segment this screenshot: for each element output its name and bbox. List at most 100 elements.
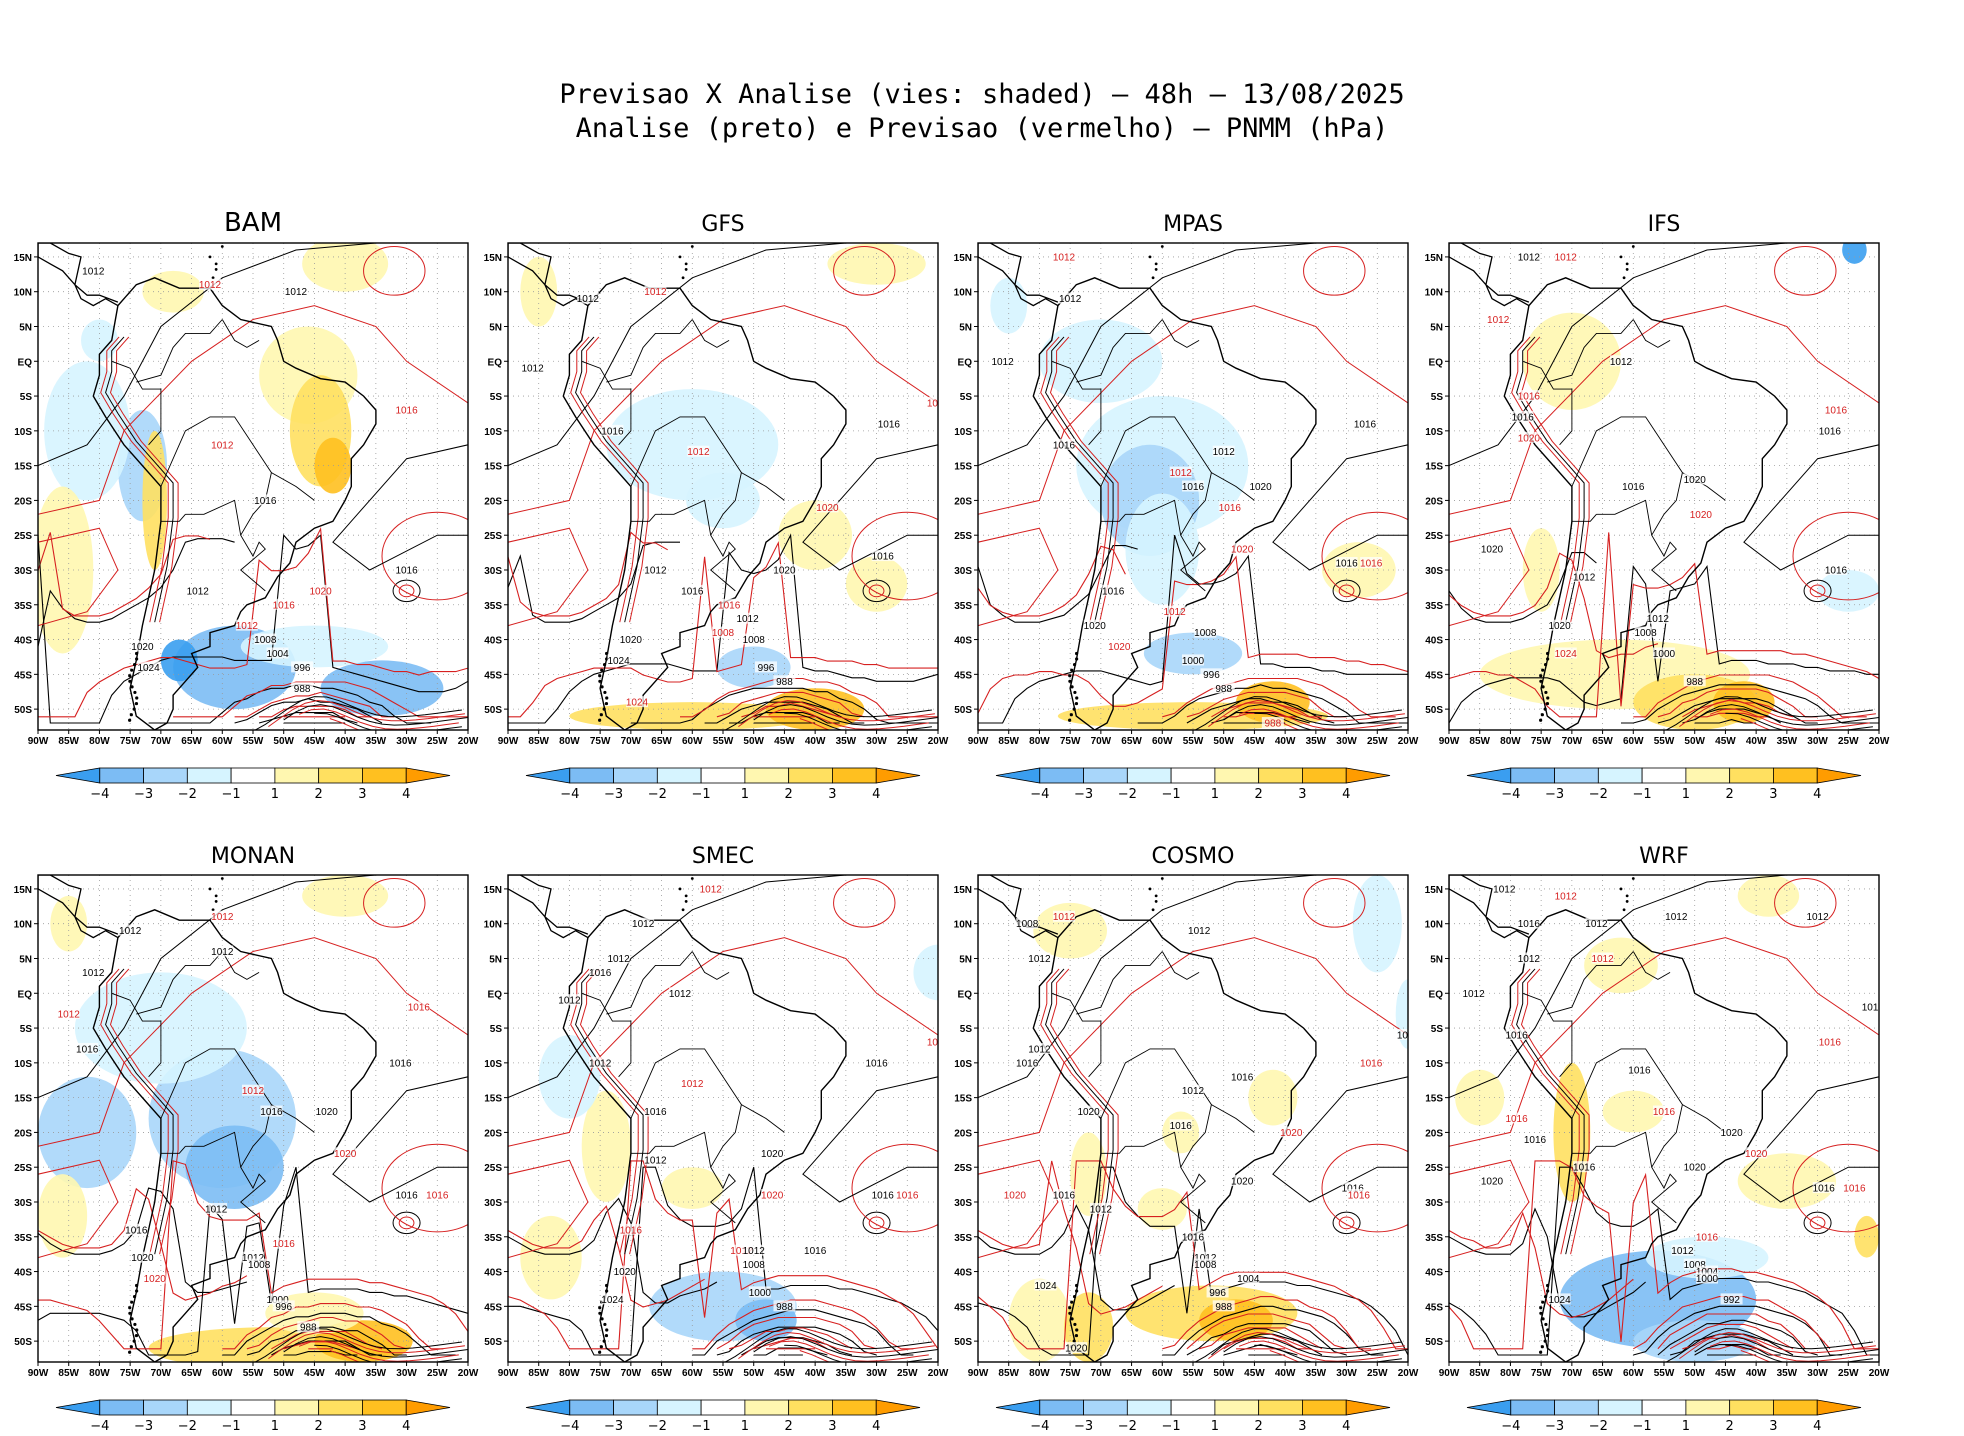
lat-tick-label: 35S: [954, 601, 972, 612]
isobar-andes: [575, 336, 644, 623]
island-dot: [128, 718, 132, 722]
contour-label: 1016: [1573, 1163, 1596, 1174]
lat-tick-label: 10N: [954, 288, 972, 299]
isobar-forecast: [271, 1330, 383, 1350]
lon-tick-label: 55W: [1654, 736, 1675, 747]
contour-label: 1012: [1610, 357, 1633, 368]
colorbar-label: 4: [402, 1419, 410, 1434]
lon-tick-label: 90W: [28, 1368, 49, 1379]
contour-label: 1016: [1843, 1184, 1866, 1195]
isobar-ring: [1774, 877, 1837, 928]
lat-tick-label: 10N: [1425, 920, 1443, 931]
lat-tick-label: 15S: [1425, 462, 1443, 473]
lon-tick-label: 75W: [590, 1368, 611, 1379]
isobar-analysis: [1694, 1344, 1781, 1356]
country-border: [630, 514, 656, 522]
island-dot: [1136, 867, 1139, 870]
contour-label: 1016: [1219, 503, 1242, 514]
lat-tick-label: 40S: [1425, 636, 1443, 647]
lon-tick-label: 85W: [998, 736, 1019, 747]
isobar-analysis: [508, 1197, 718, 1304]
bias-shading: [716, 646, 791, 689]
isobar-south: [283, 1336, 468, 1358]
country-border: [111, 992, 162, 1078]
lon-tick-label: 45W: [774, 1368, 795, 1379]
bias-shading: [320, 660, 444, 717]
isobar-south: [724, 1328, 932, 1362]
contour-label-bg: [877, 417, 900, 429]
isobar-analysis: [978, 1166, 1408, 1356]
isobar-broad: [1743, 444, 1879, 571]
country-border: [1161, 951, 1200, 980]
lon-tick-label: 80W: [1500, 1368, 1521, 1379]
lat-tick-label: 5S: [960, 392, 973, 403]
figure-title: Previsao X Analise (vies: shaded) – 48h …: [0, 78, 1964, 146]
lat-tick-label: 5N: [19, 954, 32, 965]
lat-tick-label: 50S: [484, 1337, 502, 1348]
isobar-ring: [1338, 584, 1355, 598]
lat-tick-label: 15N: [14, 253, 32, 264]
island-dot: [1073, 690, 1077, 695]
colorbar-label: −2: [1589, 1419, 1608, 1434]
colorbar-label: −4: [90, 787, 109, 802]
contour-label: 1012: [1806, 912, 1829, 923]
colorbar-segment: [143, 767, 188, 784]
panel-title: SMEC: [692, 844, 754, 869]
isobar-south: [1223, 704, 1408, 726]
lat-tick-label: 30S: [1425, 1198, 1443, 1209]
lat-tick-label: 25S: [484, 531, 502, 542]
lat-tick-label: 30S: [14, 566, 32, 577]
isobar-south: [268, 1331, 465, 1360]
contour-label-bg: [1206, 1286, 1229, 1298]
contour-label: 1000: [1653, 649, 1676, 660]
country-border: [1076, 319, 1163, 383]
island-dot: [1072, 663, 1077, 667]
contour-label-bg: [1671, 1244, 1694, 1256]
colorbar-segment: [1126, 1399, 1172, 1416]
colorbar: −4 −3 −2 −1 1 2 3 4: [525, 767, 921, 802]
island-dot: [602, 663, 607, 667]
contour-label-bg: [1517, 390, 1540, 402]
contour-label-bg: [748, 1286, 771, 1298]
contour-label-bg: [1065, 1342, 1088, 1354]
island-dot: [1154, 894, 1158, 898]
contour-label-bg: [1665, 910, 1688, 922]
contour-label: 1012: [1182, 1086, 1205, 1097]
bias-shading: [1199, 1299, 1273, 1342]
contour-label-bg: [242, 1251, 264, 1263]
contour-label-bg: [1028, 952, 1051, 964]
contour-label-bg: [1554, 250, 1577, 262]
bias-shading: [160, 639, 198, 682]
contour-label-bg: [1585, 917, 1608, 929]
isobar-ring: [868, 584, 885, 598]
colorbar-label: −4: [1030, 787, 1049, 802]
lon-tick-label: 30W: [396, 736, 417, 747]
colorbar-segment: [1466, 1399, 1512, 1416]
contour-label-bg: [521, 362, 544, 374]
island-dot: [1544, 690, 1548, 695]
lon-tick-label: 80W: [1029, 1368, 1050, 1379]
colorbar-segment: [1302, 1399, 1347, 1416]
lat-tick-label: 5N: [959, 954, 972, 965]
lat-tick-label: 40S: [954, 636, 972, 647]
lon-tick-label: 40W: [805, 736, 826, 747]
island-dot: [666, 867, 669, 870]
lon-tick-label: 90W: [968, 736, 989, 747]
bias-shading: [913, 944, 938, 1001]
contour-label-bg: [272, 1237, 295, 1249]
contour-label-bg: [395, 1189, 418, 1201]
country-border: [1522, 360, 1573, 446]
panel-title: COSMO: [1152, 844, 1235, 869]
country-border: [1100, 1048, 1212, 1168]
island-dot: [681, 908, 685, 912]
country-border: [606, 951, 693, 1015]
colorbar: −4 −3 −2 −1 1 2 3 4: [1466, 767, 1862, 802]
lon-tick-label: 55W: [713, 1368, 734, 1379]
island-dot: [605, 1328, 609, 1332]
island-dot: [605, 696, 609, 700]
contour-label: 1016: [1397, 1031, 1420, 1042]
isobar-andes: [109, 968, 179, 1255]
island-dot: [128, 1350, 132, 1354]
lon-tick-label: 35W: [1777, 1368, 1798, 1379]
central-america-coastline: [508, 243, 589, 307]
